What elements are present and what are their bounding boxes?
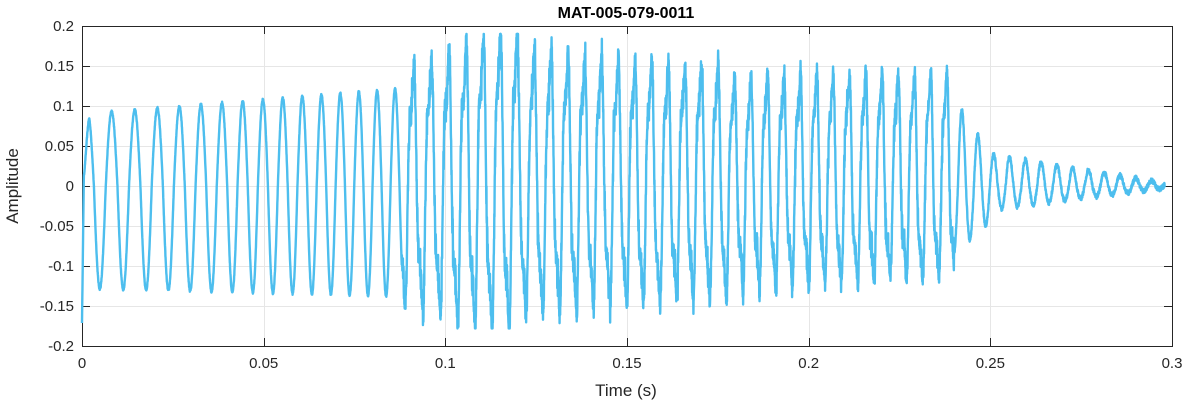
chart-title: MAT-005-079-0011 [558,5,695,22]
y-tick-label: 0.1 [53,98,74,115]
x-tick-label: 0.1 [435,355,456,372]
x-tick-label: 0.15 [612,355,641,372]
y-tick-label: -0.15 [40,298,74,315]
x-axis-label: Time (s) [595,381,657,400]
y-tick-label: 0.2 [53,18,74,35]
x-tick-label: 0 [78,355,86,372]
x-tick-label: 0.2 [798,355,819,372]
signal-line [80,32,1166,330]
x-tick-label: 0.25 [976,355,1005,372]
y-tick-label: -0.05 [40,218,74,235]
x-tick-label: 0.05 [249,355,278,372]
y-tick-label: 0 [66,178,74,195]
y-tick-labels: -0.2 -0.15 -0.1 -0.05 0 0.05 0.1 0.15 0.2 [40,18,74,355]
y-tick-label: -0.1 [48,258,74,275]
x-tick-label: 0.3 [1162,355,1183,372]
y-tick-label: 0.05 [45,138,74,155]
y-tick-label: 0.15 [45,58,74,75]
y-axis-label: Amplitude [3,148,22,224]
x-tick-labels: 0 0.05 0.1 0.15 0.2 0.25 0.3 [78,355,1183,372]
y-tick-label: -0.2 [48,338,74,355]
